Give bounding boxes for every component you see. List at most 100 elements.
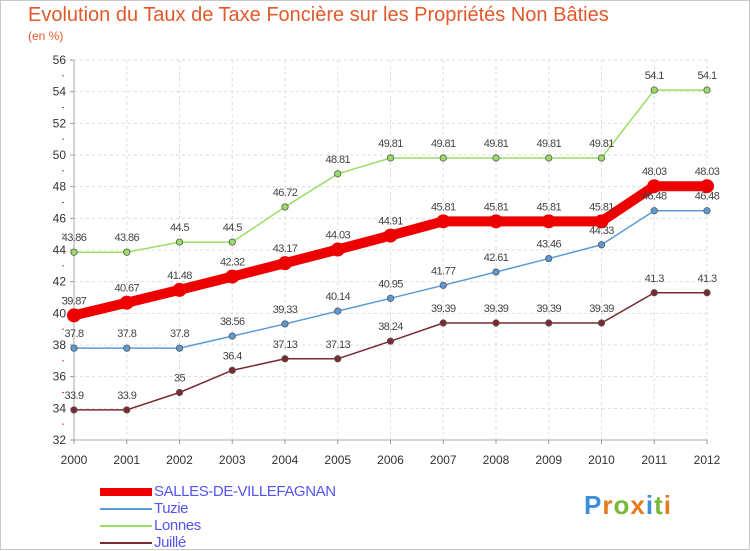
data-label: 44.03: [325, 230, 350, 242]
data-point: [545, 154, 553, 162]
data-point: [281, 320, 289, 328]
y-tick-label: 40: [53, 306, 67, 320]
y-tick-label: 38: [53, 338, 67, 352]
x-tick-label: 2009: [535, 453, 562, 467]
data-point: [334, 307, 342, 315]
x-tick-label: 2007: [430, 453, 457, 467]
data-point: [492, 268, 500, 276]
data-point: [650, 289, 658, 297]
data-point: [439, 154, 447, 162]
data-label: 40.95: [378, 278, 403, 290]
data-label: 37.8: [64, 328, 83, 340]
data-label: 36.4: [223, 350, 242, 362]
data-point: [281, 355, 289, 363]
data-label: 43.86: [62, 232, 87, 244]
x-tick-label: 2005: [324, 453, 351, 467]
logo-letter: x: [630, 490, 646, 520]
data-point: [545, 254, 553, 263]
data-label: 49.81: [378, 138, 403, 150]
data-label: 40.14: [325, 291, 350, 303]
data-point: [172, 282, 187, 297]
data-point: [492, 154, 500, 162]
data-label: 39.39: [589, 303, 614, 315]
data-point: [594, 214, 609, 229]
logo-letter: o: [613, 490, 631, 520]
proxiti-logo: Proxiti: [584, 490, 672, 521]
y-tick-label: 48: [53, 180, 67, 194]
data-point: [278, 256, 292, 271]
data-label: 44.33: [589, 225, 614, 237]
data-point: [597, 154, 606, 162]
y-tick-label: 34: [53, 401, 67, 415]
y-tick-label: 36: [53, 370, 67, 384]
data-label: 48.81: [325, 154, 350, 166]
x-tick-label: 2012: [694, 453, 721, 467]
x-tick-label: 2003: [219, 453, 246, 467]
y-tick-label: 54: [53, 85, 67, 99]
x-tick-label: 2004: [272, 453, 299, 467]
y-tick-label: 32: [53, 433, 67, 447]
data-point: [225, 269, 240, 284]
chart-title: Evolution du Taux de Taxe Foncière sur l…: [28, 4, 609, 26]
data-point: [330, 242, 345, 257]
data-label: 45.81: [431, 201, 456, 213]
data-point: [650, 207, 658, 215]
data-label: 41.48: [167, 270, 192, 282]
data-label: 37.13: [325, 339, 350, 351]
data-label: 43.17: [273, 243, 298, 255]
data-label: 45.81: [536, 201, 561, 213]
data-label: 46.48: [642, 191, 667, 203]
data-point: [492, 319, 500, 327]
data-label: 41.3: [697, 273, 716, 285]
legend-swatch: [100, 488, 152, 496]
logo-letter: i: [663, 490, 672, 520]
y-tick-label: 52: [53, 116, 67, 130]
data-label: 42.32: [220, 257, 245, 269]
data-label: 39.39: [431, 303, 456, 315]
data-label: 39.39: [536, 303, 561, 315]
data-point: [700, 179, 714, 194]
data-label: 49.81: [536, 138, 561, 150]
data-point: [597, 319, 606, 327]
data-point: [67, 308, 81, 323]
data-label: 44.5: [223, 222, 242, 234]
data-point: [489, 214, 503, 229]
data-label: 49.81: [484, 138, 509, 150]
data-label: 33.9: [117, 390, 136, 402]
data-point: [703, 86, 711, 94]
logo-letter: t: [654, 490, 664, 520]
data-point: [383, 228, 398, 243]
data-point: [541, 214, 556, 229]
legend-label: Tuzie: [154, 500, 189, 517]
data-point: [386, 154, 395, 162]
data-point: [175, 238, 184, 246]
data-point: [70, 406, 78, 414]
data-label: 37.8: [117, 328, 136, 340]
data-label: 49.81: [589, 138, 614, 150]
x-tick-label: 2001: [113, 453, 140, 467]
data-point: [123, 248, 131, 256]
legend-swatch: [100, 525, 152, 527]
legend-label: SALLES-DE-VILLEFAGNAN: [154, 483, 336, 500]
data-label: 39.87: [62, 295, 87, 307]
data-point: [228, 332, 236, 340]
data-label: 54.1: [697, 70, 716, 82]
legend-swatch: [100, 508, 152, 510]
data-label: 48.03: [695, 166, 720, 178]
data-point: [650, 86, 658, 94]
x-tick-label: 2008: [483, 453, 510, 467]
legend-label: Lonnes: [154, 517, 201, 534]
data-label: 41.77: [431, 265, 456, 277]
data-label: 46.48: [695, 191, 720, 203]
x-tick-label: 2010: [588, 453, 615, 467]
data-point: [175, 388, 184, 397]
data-point: [703, 289, 711, 297]
data-label: 39.33: [273, 304, 298, 316]
data-label: 45.81: [589, 201, 614, 213]
data-point: [647, 179, 662, 194]
x-tick-label: 2006: [377, 453, 404, 467]
logo-letter: i: [645, 490, 655, 520]
y-tick-label: 56: [53, 53, 67, 67]
data-point: [439, 319, 447, 327]
logo-letter: r: [602, 490, 614, 520]
